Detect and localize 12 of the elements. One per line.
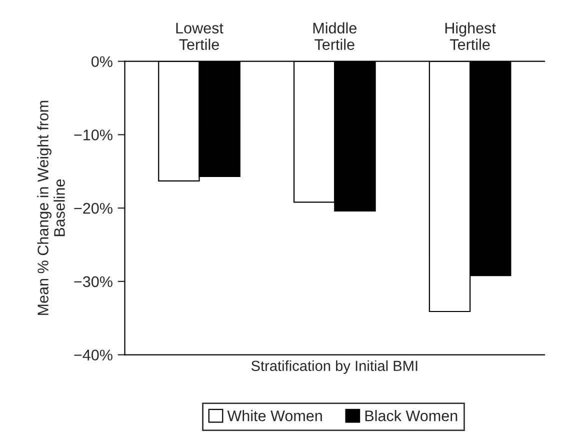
y-tick-label: −10%	[74, 130, 112, 140]
x-tick-label: Highest Tertile	[445, 22, 496, 50]
y-axis-title: Mean % Change in Weight from Baseline	[37, 100, 65, 315]
y-tick-label: −20%	[74, 202, 112, 214]
x-axis-title: Stratification by Initial BMI	[251, 360, 418, 374]
x-tick-label: Middle Tertile	[313, 22, 356, 50]
y-tick-label: 0%	[91, 56, 112, 68]
legend-label: Black Women	[365, 410, 458, 422]
legend-label: White Women	[227, 410, 322, 422]
x-tick-label: Lowest Tertile	[176, 22, 224, 50]
y-tick-label: −40%	[74, 350, 112, 360]
y-tick-label: −30%	[74, 276, 112, 288]
